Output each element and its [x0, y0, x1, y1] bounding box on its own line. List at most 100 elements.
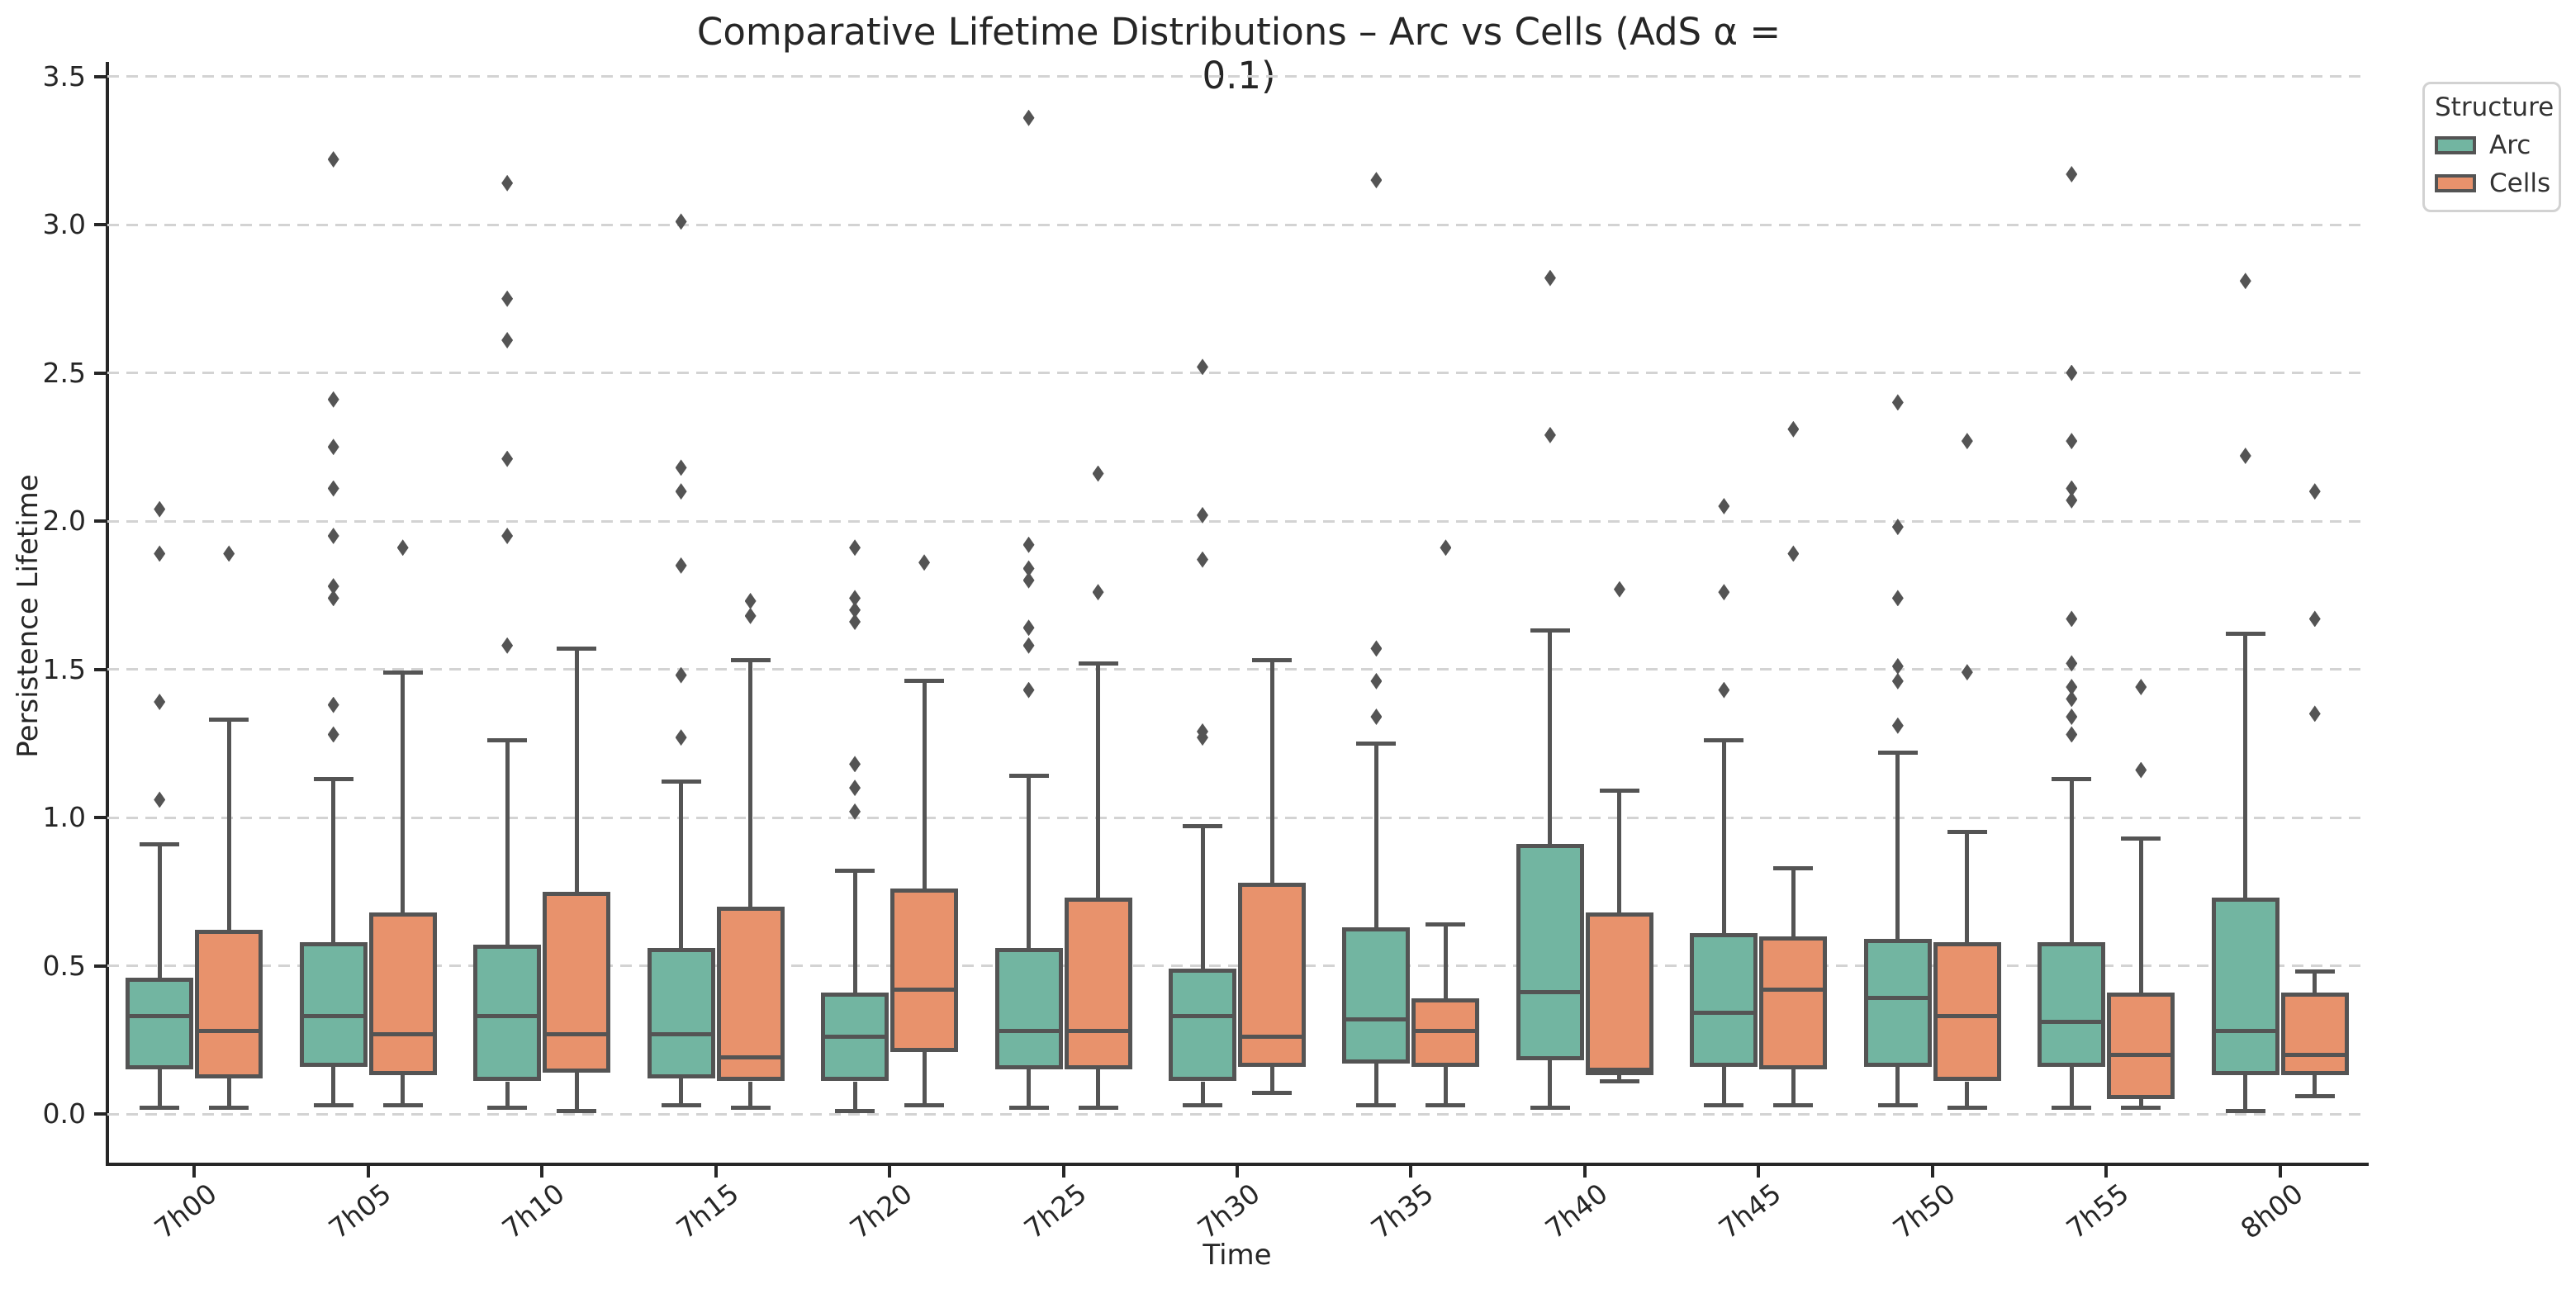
box-Cells-7h05 [368, 912, 437, 1076]
outlier-Cells-7h55 [2135, 679, 2147, 696]
outlier-Cells-7h45 [1787, 545, 1800, 562]
x-tick-mark-7h25 [1061, 1166, 1065, 1178]
legend-label-Cells: Cells [2489, 168, 2551, 198]
box-Arc-7h45 [1690, 933, 1758, 1067]
y-axis-label: Persistence Lifetime [12, 474, 45, 758]
outlier-Arc-7h40 [1544, 426, 1556, 443]
whisker-lower-Cells-7h05 [401, 1075, 406, 1106]
whisker-cap-lower-Cells-8h00 [2294, 1093, 2335, 1098]
outlier-Arc-7h10 [501, 290, 514, 307]
whisker-cap-lower-Arc-7h20 [835, 1108, 875, 1113]
x-tick-label-7h40: 7h40 [1539, 1177, 1614, 1245]
whisker-cap-lower-Cells-7h35 [1426, 1102, 1466, 1107]
x-tick-mark-7h05 [366, 1166, 370, 1178]
box-Arc-7h15 [647, 947, 715, 1078]
outlier-Arc-7h45 [1718, 498, 1730, 515]
outlier-Arc-7h00 [154, 791, 166, 808]
x-tick-mark-8h00 [2278, 1166, 2282, 1178]
y-tick-mark-0.0 [94, 1112, 106, 1116]
outlier-Arc-7h10 [501, 174, 514, 192]
whisker-cap-lower-Arc-7h40 [1530, 1106, 1570, 1111]
outlier-Arc-7h10 [501, 527, 514, 544]
whisker-lower-Cells-7h25 [1096, 1069, 1101, 1108]
whisker-cap-upper-Arc-7h45 [1704, 738, 1744, 743]
whisker-upper-Cells-7h15 [748, 660, 753, 907]
outlier-Arc-7h35 [1370, 640, 1383, 657]
whisker-cap-lower-Cells-7h40 [1599, 1079, 1639, 1083]
median-Arc-7h05 [303, 1014, 363, 1019]
median-Cells-7h25 [1068, 1028, 1128, 1033]
whisker-lower-Arc-7h05 [331, 1066, 336, 1106]
whisker-lower-Cells-7h40 [1617, 1075, 1622, 1082]
whisker-cap-upper-Arc-7h20 [835, 869, 875, 874]
whisker-upper-Cells-7h20 [922, 680, 927, 889]
whisker-upper-Arc-7h10 [505, 740, 510, 945]
whisker-upper-Arc-8h00 [2243, 633, 2248, 898]
outlier-Arc-7h50 [1891, 717, 1904, 734]
outlier-Cells-7h00 [223, 545, 235, 562]
whisker-lower-Cells-7h00 [226, 1078, 231, 1108]
outlier-Arc-7h05 [327, 590, 339, 607]
outlier-Arc-7h50 [1891, 657, 1904, 675]
x-axis-label: Time [1203, 1239, 1272, 1272]
whisker-upper-Arc-7h35 [1373, 743, 1378, 927]
outlier-Arc-7h25 [1022, 571, 1035, 589]
outlier-Cells-7h45 [1787, 420, 1800, 438]
outlier-Arc-7h20 [849, 803, 861, 820]
gridline-y-3.5 [107, 75, 2367, 78]
whisker-upper-Arc-7h00 [157, 844, 162, 978]
whisker-upper-Cells-7h05 [401, 672, 406, 912]
whisker-lower-Arc-7h25 [1027, 1069, 1032, 1108]
outlier-Arc-7h20 [849, 614, 861, 631]
x-tick-label-7h55: 7h55 [2060, 1177, 2136, 1245]
median-Arc-7h50 [1867, 996, 1928, 1001]
outlier-Arc-7h10 [501, 450, 514, 467]
gridline-y-2.5 [107, 372, 2367, 374]
median-Arc-7h15 [651, 1031, 711, 1036]
y-tick-label-0.0: 0.0 [42, 1097, 86, 1130]
y-tick-mark-2.0 [94, 519, 106, 523]
y-tick-mark-1.5 [94, 667, 106, 671]
whisker-cap-upper-Cells-7h20 [904, 679, 945, 684]
whisker-cap-lower-Arc-7h05 [313, 1102, 353, 1107]
whisker-lower-Cells-7h15 [748, 1081, 753, 1108]
outlier-Cells-7h05 [396, 539, 409, 557]
box-Arc-7h00 [126, 977, 194, 1070]
outlier-Arc-7h50 [1891, 590, 1904, 607]
whisker-cap-upper-Cells-7h25 [1078, 661, 1118, 666]
outlier-Arc-7h25 [1022, 536, 1035, 553]
y-tick-label-3.5: 3.5 [42, 59, 86, 92]
outlier-Cells-8h00 [2308, 610, 2321, 628]
outlier-Arc-7h45 [1718, 681, 1730, 699]
whisker-cap-upper-Arc-7h15 [661, 780, 701, 784]
outlier-Arc-7h15 [675, 557, 687, 574]
median-Cells-7h55 [2111, 1052, 2171, 1057]
outlier-Cells-7h20 [918, 554, 931, 571]
whisker-cap-lower-Cells-7h15 [730, 1106, 771, 1111]
x-tick-mark-7h00 [192, 1166, 197, 1178]
whisker-cap-lower-Cells-7h55 [2121, 1106, 2161, 1111]
whisker-upper-Cells-7h25 [1096, 663, 1101, 898]
box-Arc-7h55 [2038, 941, 2106, 1067]
whisker-cap-upper-Arc-7h10 [487, 738, 528, 743]
median-Cells-7h40 [1589, 1067, 1649, 1072]
whisker-lower-Cells-7h10 [574, 1072, 579, 1111]
box-Cells-7h50 [1933, 941, 2001, 1082]
outlier-Arc-7h30 [1197, 551, 1208, 568]
box-Arc-7h10 [473, 945, 542, 1082]
median-Arc-7h00 [130, 1014, 190, 1019]
whisker-cap-lower-Cells-7h20 [904, 1102, 945, 1107]
whisker-lower-Arc-8h00 [2243, 1075, 2248, 1111]
outlier-Arc-7h15 [675, 729, 687, 746]
whisker-lower-Arc-7h30 [1200, 1081, 1205, 1106]
outlier-Arc-7h20 [849, 601, 861, 618]
whisker-cap-upper-Cells-7h00 [209, 718, 249, 723]
outlier-Arc-7h55 [2066, 726, 2078, 743]
median-Arc-7h35 [1346, 1017, 1407, 1021]
whisker-cap-upper-Arc-7h00 [140, 841, 180, 846]
whisker-upper-Arc-7h45 [1721, 740, 1726, 933]
box-Cells-8h00 [2280, 992, 2349, 1076]
x-tick-mark-7h35 [1409, 1166, 1413, 1178]
whisker-upper-Cells-7h55 [2138, 838, 2143, 993]
outlier-Arc-7h30 [1197, 723, 1208, 740]
